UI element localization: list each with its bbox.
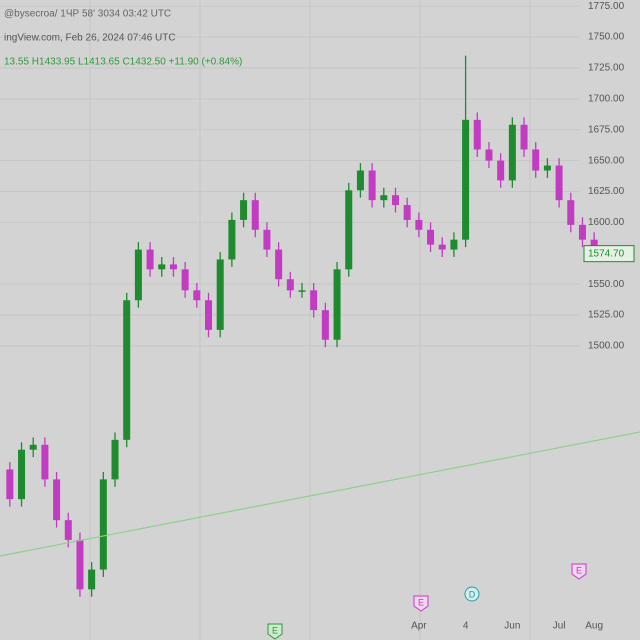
y-tick-label: 1700.00 xyxy=(588,93,625,104)
price-label: 1574.70 xyxy=(588,248,625,259)
y-tick-label: 1600.00 xyxy=(588,217,625,228)
y-tick-label: 1550.00 xyxy=(588,279,625,290)
candle-body xyxy=(368,170,376,201)
y-tick-label: 1675.00 xyxy=(588,124,625,135)
candle-body xyxy=(158,264,166,270)
candle-body xyxy=(41,444,49,480)
x-tick-label: 4 xyxy=(463,621,469,632)
candle-body xyxy=(532,149,540,171)
chart-subtitle: @bysecroa/ 1ЧР 58' 3034 03:42 UTC xyxy=(4,9,171,20)
candle-body xyxy=(321,310,329,340)
candle-body xyxy=(29,444,37,450)
candle-body xyxy=(216,259,224,330)
trend-line xyxy=(0,431,640,557)
event-badge: E xyxy=(413,595,429,612)
candle-body xyxy=(286,279,294,291)
ohlc-readout: 13.55 H1433.95 L1413.65 C1432.50 +11.90 … xyxy=(4,57,242,68)
candle-body xyxy=(134,249,142,301)
candle-body xyxy=(391,195,399,206)
event-badge: E xyxy=(571,563,587,580)
price-label-box xyxy=(583,245,635,263)
candle-body xyxy=(380,195,388,201)
candle-body xyxy=(356,170,364,191)
candle-body xyxy=(543,165,551,171)
candle-body xyxy=(6,469,14,500)
chart-title: ingView.com, Feb 26, 2024 07:46 UTC xyxy=(4,33,176,44)
x-tick-label: Jul xyxy=(553,621,566,632)
vertical-grid xyxy=(89,0,531,640)
candle-body xyxy=(462,119,470,240)
x-tick-label: Aug xyxy=(585,621,603,632)
candle-body xyxy=(438,244,446,250)
y-tick-label: 1500.00 xyxy=(588,341,625,352)
candle-body xyxy=(275,249,283,280)
candle-body xyxy=(205,300,213,330)
candle-body xyxy=(18,449,26,500)
y-tick-label: 1650.00 xyxy=(588,155,625,166)
candle-body xyxy=(99,479,107,570)
candle-body xyxy=(181,269,189,291)
candle-body xyxy=(88,569,96,590)
candle-body xyxy=(64,520,72,540)
y-tick-label: 1625.00 xyxy=(588,186,625,197)
x-tick-label: Apr xyxy=(411,621,427,632)
event-badge: D xyxy=(464,586,480,602)
candle-body xyxy=(345,190,353,270)
candle-body xyxy=(228,219,236,260)
candle-body xyxy=(310,290,318,311)
event-label: E xyxy=(576,565,582,575)
candle-body xyxy=(298,290,306,292)
candle-body xyxy=(111,439,119,480)
y-tick-label: 1725.00 xyxy=(588,63,625,74)
event-badge: E xyxy=(267,623,283,640)
candle-body xyxy=(169,264,177,270)
candle-body xyxy=(403,205,411,220)
y-tick-label: 1775.00 xyxy=(588,1,625,12)
y-tick-label: 1525.00 xyxy=(588,310,625,321)
y-tick-label: 1750.00 xyxy=(588,32,625,43)
candle-body xyxy=(333,269,341,340)
x-tick-label: Jun xyxy=(504,621,520,632)
candle-body xyxy=(427,229,435,245)
candle-body xyxy=(263,229,271,250)
candle-body xyxy=(555,165,563,201)
candle-body xyxy=(240,200,248,220)
candle-body xyxy=(146,249,154,270)
candle-body xyxy=(497,160,505,181)
candle-body xyxy=(123,300,131,440)
event-label: E xyxy=(418,597,424,607)
candle-body xyxy=(251,200,259,230)
candle-body xyxy=(415,219,423,230)
event-label: D xyxy=(469,589,476,599)
candle-body xyxy=(193,290,201,301)
candle-body xyxy=(485,149,493,161)
candle-body xyxy=(473,119,481,150)
plot-area xyxy=(0,5,598,597)
candle-body xyxy=(53,479,61,521)
candle-body xyxy=(76,539,84,590)
candle-body xyxy=(567,200,575,225)
candle-body xyxy=(520,124,528,150)
event-label: E xyxy=(272,625,278,635)
candle-body xyxy=(450,239,458,250)
candle-body xyxy=(508,124,516,181)
candle-body xyxy=(578,224,586,240)
